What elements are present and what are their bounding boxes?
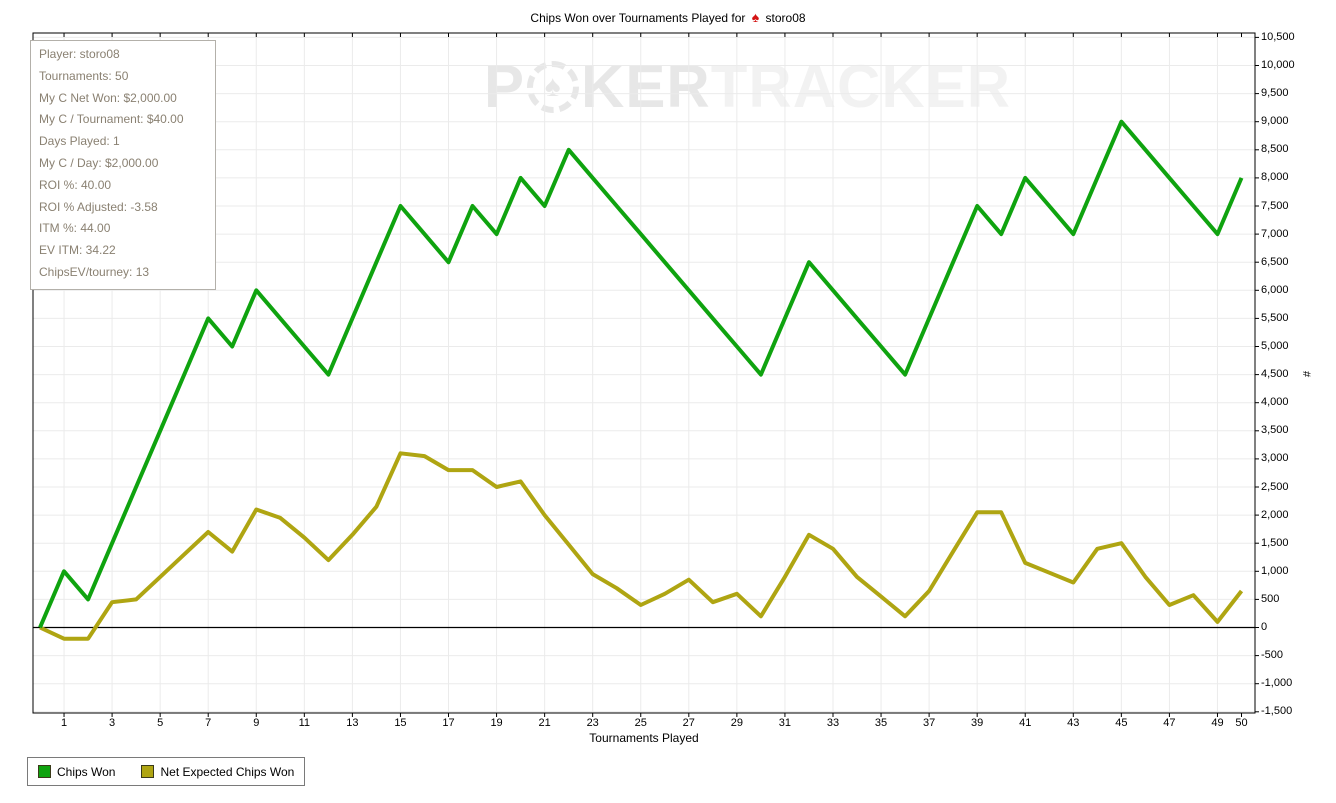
legend-item: Chips Won — [38, 765, 115, 779]
x-tick-label: 50 — [1235, 717, 1248, 729]
chart-title-text: Chips Won over Tournaments Played for — [530, 11, 746, 25]
y-tick-label: -500 — [1261, 649, 1284, 662]
chart-title: Chips Won over Tournaments Played for ♠ … — [0, 9, 1336, 25]
y-tick-label: 10,000 — [1261, 59, 1295, 71]
stat-line: Tournaments: 50 — [39, 68, 129, 83]
x-tick-label: 9 — [253, 717, 260, 729]
x-tick-label: 33 — [826, 717, 840, 729]
stat-line: ChipsEV/tourney: 13 — [39, 264, 150, 279]
series-line-net-expected-chips-won — [39, 451, 1244, 641]
y-tick-label: 8,500 — [1261, 143, 1289, 156]
x-tick-label: 11 — [298, 717, 311, 729]
x-tick-label: 29 — [730, 717, 743, 729]
y-tick-label: 4,000 — [1261, 396, 1289, 409]
chart-legend: Chips Won Net Expected Chips Won — [27, 757, 306, 786]
x-tick-label: 47 — [1163, 717, 1176, 729]
x-tick-label: 45 — [1115, 717, 1128, 729]
chart-title-player: storo08 — [765, 11, 806, 25]
x-tick-label: 25 — [634, 717, 647, 729]
series-line-chips-won — [38, 119, 1244, 629]
y-tick-label: 500 — [1261, 592, 1280, 605]
x-tick-label: 37 — [922, 717, 936, 729]
x-tick-label: 1 — [60, 717, 68, 729]
x-tick-label: 41 — [1019, 717, 1032, 729]
y-tick-label: 8,000 — [1261, 171, 1289, 184]
y-tick-label: 3,500 — [1261, 424, 1289, 437]
y-tick-label: 10,500 — [1261, 30, 1295, 43]
y-tick-label: 9,000 — [1261, 115, 1289, 128]
x-tick-label: 35 — [874, 717, 888, 729]
stat-line: ROI %: 40.00 — [39, 177, 112, 192]
x-tick-label: 21 — [538, 717, 551, 729]
stats-tooltip-box: Player: storo08 Tournaments: 50 My C Net W… — [30, 40, 216, 290]
x-tick-label: 15 — [394, 717, 407, 729]
x-tick-label: 31 — [778, 717, 792, 729]
watermark-ker: KER — [581, 53, 711, 120]
x-tick-label: 19 — [490, 717, 503, 729]
stat-line: ITM %: 44.00 — [39, 221, 111, 236]
watermark-p: P — [484, 53, 526, 120]
y-tick-label: 2,500 — [1261, 480, 1289, 493]
y-tick-label: 7,500 — [1261, 199, 1289, 212]
stat-line: EV ITM: 34.22 — [39, 243, 116, 258]
y-tick-label: 2,000 — [1261, 508, 1289, 521]
y-tick-label: -1,000 — [1261, 677, 1293, 690]
x-tick-label: 7 — [205, 717, 212, 729]
legend-swatch-icon — [141, 765, 155, 778]
plot-border — [32, 32, 1256, 714]
y-axis-title: # — [1300, 370, 1313, 378]
y-tick-label: 6,000 — [1261, 283, 1289, 296]
stat-line: My C / Day: $2,000.00 — [39, 155, 159, 170]
pokertracker-watermark: P ♠ KER TRACKER — [484, 52, 1011, 121]
x-tick-label: 13 — [346, 717, 359, 729]
y-tick-label: 0 — [1261, 621, 1268, 633]
legend-label: Net Expected Chips Won — [160, 764, 295, 779]
x-axis-title: Tournaments Played — [589, 731, 699, 745]
legend-swatch-icon — [38, 765, 51, 778]
y-tick-label: 6,500 — [1261, 255, 1289, 268]
x-tick-label: 23 — [586, 717, 599, 729]
stat-line: ROI % Adjusted: -3.58 — [39, 199, 158, 214]
legend-item: Net Expected Chips Won — [141, 765, 294, 779]
y-tick-label: 5,500 — [1261, 311, 1289, 324]
stat-line: Days Played: 1 — [39, 134, 120, 149]
stat-line: My C / Tournament: $40.00 — [39, 112, 184, 127]
y-tick-label: 9,500 — [1261, 87, 1289, 100]
pokerstars-spade-icon: ♠ — [751, 9, 760, 25]
y-tick-label: 5,000 — [1261, 340, 1289, 352]
x-tick-label: 3 — [109, 717, 116, 729]
x-tick-label: 43 — [1067, 717, 1080, 729]
y-tick-label: 7,000 — [1261, 227, 1289, 240]
x-tick-label: 17 — [442, 717, 455, 729]
x-tick-label: 39 — [971, 717, 984, 729]
watermark-tracker: TRACKER — [710, 53, 1012, 120]
y-tick-label: -1,500 — [1261, 705, 1293, 718]
stat-line: My C Net Won: $2,000.00 — [39, 90, 177, 105]
x-tick-label: 49 — [1211, 717, 1224, 729]
x-tick-label: 27 — [682, 717, 695, 729]
y-tick-label: 3,000 — [1261, 452, 1289, 465]
y-tick-label: 1,500 — [1261, 536, 1289, 549]
legend-label: Chips Won — [57, 764, 116, 779]
x-tick-label: 5 — [157, 717, 164, 729]
stat-line: Player: storo08 — [39, 47, 120, 61]
y-tick-label: 1,000 — [1261, 564, 1289, 577]
y-tick-label: 4,500 — [1261, 368, 1289, 381]
